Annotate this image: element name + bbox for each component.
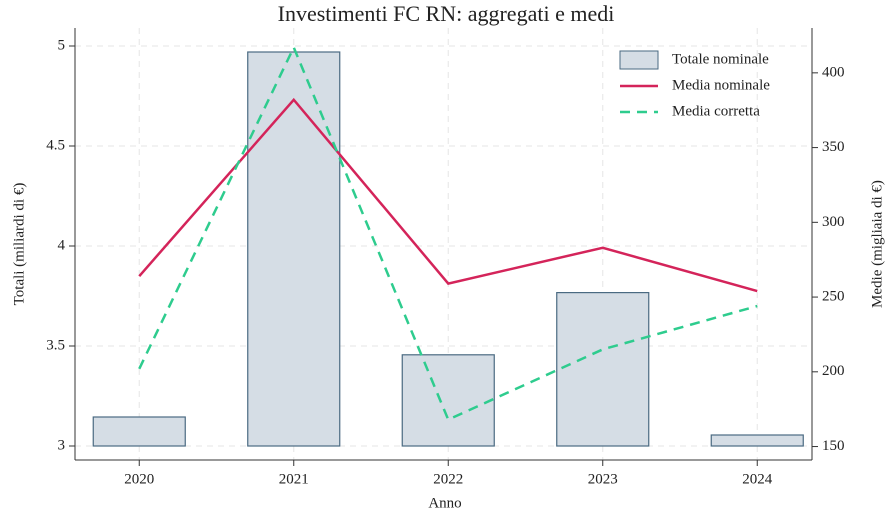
y2-tick-label: 350 — [822, 139, 845, 155]
bar — [247, 51, 341, 447]
x-tick-label: 2024 — [742, 471, 773, 487]
y-tick-label: 5 — [58, 37, 66, 53]
y-tick-label: 3.5 — [46, 337, 65, 353]
y2-tick-label: 200 — [822, 363, 845, 379]
legend-swatch — [619, 50, 659, 70]
y2-tick-label: 150 — [822, 438, 845, 454]
legend-label: Media nominale — [672, 77, 770, 93]
line — [138, 97, 758, 293]
x-axis-label: Anno — [428, 495, 461, 511]
bar — [92, 416, 186, 447]
x-tick-label: 2023 — [588, 471, 618, 487]
y-axis-label: Totali (miliardi di €) — [11, 183, 27, 306]
bar — [556, 292, 650, 447]
legend-label: Totale nominale — [672, 51, 769, 67]
y2-axis-label: Medie (migliaia di €) — [869, 180, 885, 308]
y2-tick-label: 300 — [822, 214, 845, 230]
bar — [401, 354, 495, 447]
y2-tick-label: 400 — [822, 64, 845, 80]
x-tick-label: 2021 — [279, 471, 309, 487]
x-tick-label: 2022 — [433, 471, 463, 487]
y2-tick-label: 250 — [822, 289, 845, 305]
chart-title: Investimenti FC RN: aggregati e medi — [278, 1, 615, 26]
y-tick-label: 4.5 — [46, 137, 65, 153]
x-tick-label: 2020 — [124, 471, 154, 487]
y-tick-label: 3 — [58, 437, 66, 453]
y-tick-label: 4 — [58, 237, 66, 253]
legend-label: Media corretta — [672, 103, 760, 119]
bar — [710, 434, 804, 447]
